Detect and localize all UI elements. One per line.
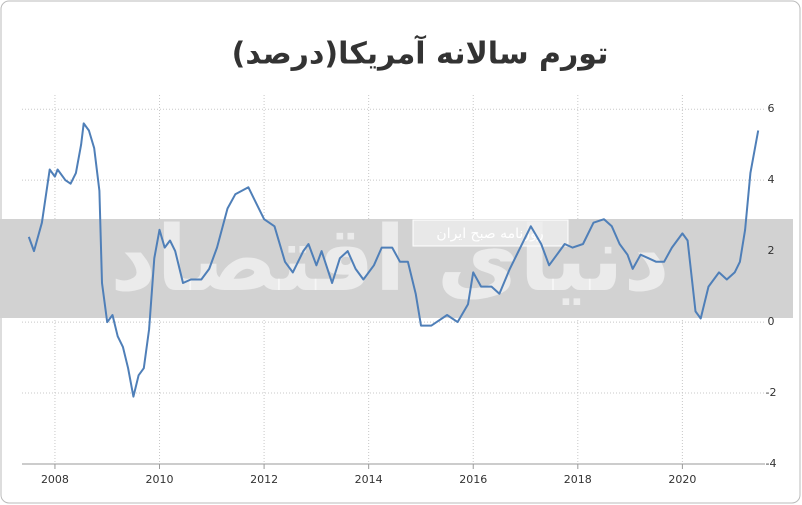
x-tick-label: 2016: [459, 473, 487, 486]
plot: -4 -2 0 2 4 6 2008 2010 2012 2014 2016 2018 2020: [22, 102, 776, 486]
y-tick-label: 2: [768, 244, 775, 257]
logo: دنیای اقتصاد: [110, 207, 670, 312]
chart-title: تورم سالانه آمریکا(درصد): [232, 35, 609, 72]
x-tick-label: 2008: [41, 473, 69, 486]
x-tick-label: 2012: [250, 473, 278, 486]
x-tick-label: 2018: [564, 473, 592, 486]
y-tick-label: 4: [768, 173, 775, 186]
watermark-band: [0, 219, 793, 318]
y-tick-label: 6: [768, 102, 775, 115]
x-tick-label: 2010: [146, 473, 174, 486]
y-tick-label: -2: [766, 386, 777, 399]
x-tick-label: 2020: [668, 473, 696, 486]
watermark-box: [412, 219, 569, 247]
watermark: روزنامه صبح ایران: [436, 226, 543, 242]
x-tick-label: 2014: [355, 473, 383, 486]
y-tick-label: -4: [766, 457, 777, 470]
y-tick-label: 0: [768, 315, 775, 328]
line: [27, 122, 760, 398]
